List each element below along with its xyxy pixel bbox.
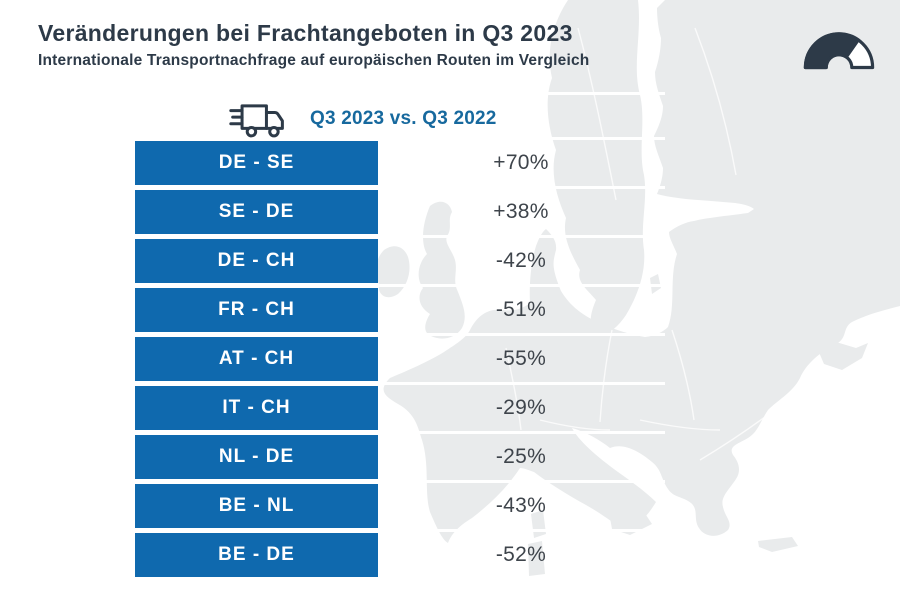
truck-icon <box>229 104 284 138</box>
values-column: +70% +38% -42% -51% -55% -29% -25% -43% -52% <box>441 141 601 582</box>
change-value: -51% <box>495 298 547 321</box>
comparison-label: Q3 2023 vs. Q3 2022 <box>310 108 497 129</box>
change-value: -55% <box>495 347 547 370</box>
route-cell: DE - SE <box>135 141 378 185</box>
change-value: +70% <box>493 151 549 174</box>
change-value: -25% <box>495 445 547 468</box>
route-cell: FR - CH <box>135 288 378 332</box>
route-cell: BE - NL <box>135 484 378 528</box>
speedometer-gauge-icon <box>803 32 875 70</box>
change-value: +38% <box>493 200 549 223</box>
change-value: -42% <box>495 249 547 272</box>
change-value: -52% <box>495 543 547 566</box>
route-cell: AT - CH <box>135 337 378 381</box>
page-subtitle: Internationale Transportnachfrage auf eu… <box>38 52 590 69</box>
page-title: Veränderungen bei Frachtangeboten in Q3 … <box>38 20 573 46</box>
route-cell: IT - CH <box>135 386 378 430</box>
change-value: -43% <box>495 494 547 517</box>
route-cell: DE - CH <box>135 239 378 283</box>
route-cell: SE - DE <box>135 190 378 234</box>
comparison-header: Q3 2023 vs. Q3 2022 <box>228 98 497 140</box>
route-cell: NL - DE <box>135 435 378 479</box>
change-value: -29% <box>495 396 547 419</box>
routes-column: DE - SE SE - DE DE - CH FR - CH AT - CH IT - … <box>135 141 378 582</box>
route-cell: BE - DE <box>135 533 378 577</box>
